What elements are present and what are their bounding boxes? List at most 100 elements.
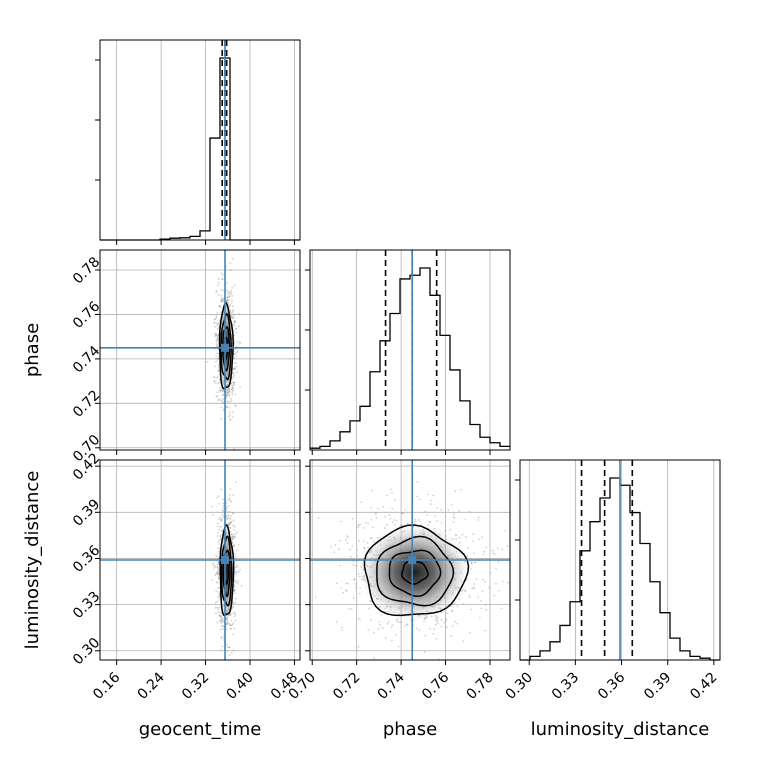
sample-point [303, 578, 305, 580]
sample-point [217, 294, 220, 296]
sample-point [414, 520, 417, 523]
sample-point [221, 274, 224, 276]
sample-point [215, 339, 218, 341]
sample-point [213, 380, 216, 383]
sample-point [374, 513, 377, 515]
panel-2d-geocent_time-luminosity_distance: 0.16 0.24 0.32 0.40 0.480.300.330.360.390.42 [70, 450, 301, 703]
sample-point [358, 539, 360, 542]
sample-point [440, 618, 443, 621]
sample-point [231, 294, 234, 297]
sample-point [363, 547, 366, 549]
sample-point [233, 353, 236, 356]
sample-point [443, 621, 446, 624]
sample-point [215, 355, 217, 358]
sample-point [228, 494, 231, 497]
sample-point [215, 344, 218, 347]
sample-point [352, 597, 355, 599]
sample-point [484, 581, 487, 583]
sample-point [233, 627, 236, 630]
sample-point [215, 360, 218, 363]
sample-point [216, 376, 219, 378]
sample-point [234, 536, 236, 539]
sample-point [233, 362, 236, 364]
sample-point [228, 390, 231, 393]
sample-point [220, 628, 222, 631]
sample-point [234, 579, 237, 582]
sample-point [231, 286, 233, 289]
sample-point [335, 621, 338, 623]
sample-point [226, 649, 229, 652]
sample-point [445, 626, 448, 629]
sample-point [436, 620, 439, 623]
sample-point [217, 366, 220, 369]
sample-point [220, 530, 223, 532]
sample-point [393, 523, 396, 526]
sample-point [217, 557, 220, 560]
sample-point [219, 305, 222, 308]
sample-point [394, 499, 397, 502]
sample-point [215, 289, 218, 292]
sample-point [386, 622, 389, 625]
sample-point [233, 612, 236, 615]
sample-point [402, 512, 404, 515]
sample-point [216, 563, 219, 566]
sample-point [215, 316, 218, 319]
sample-point [418, 629, 421, 632]
sample-point [330, 545, 333, 548]
sample-point [229, 418, 232, 421]
sample-point [383, 527, 386, 529]
sample-point [220, 272, 223, 275]
sample-point [377, 628, 380, 630]
sample-point [236, 341, 239, 343]
sample-point [217, 399, 220, 402]
sample-point [513, 590, 515, 592]
sample-point [429, 627, 431, 630]
sample-point [218, 614, 221, 617]
sample-point [215, 554, 217, 556]
sample-point [230, 520, 233, 523]
sample-point [231, 372, 234, 375]
sample-point [235, 566, 237, 569]
sample-point [228, 510, 231, 513]
sample-point [231, 533, 233, 536]
sample-point [384, 515, 387, 518]
sample-point [214, 606, 217, 609]
sample-point [218, 550, 221, 553]
sample-point [405, 623, 408, 625]
sample-point [234, 393, 237, 396]
sample-point [231, 387, 234, 390]
sample-point [216, 336, 219, 339]
sample-point [489, 571, 492, 574]
sample-point [219, 389, 222, 392]
sample-point [229, 623, 231, 626]
sample-point [234, 404, 237, 407]
sample-point [428, 521, 431, 524]
sample-point [217, 572, 220, 575]
sample-point [500, 607, 503, 610]
sample-point [357, 524, 359, 527]
truth-marker [408, 556, 417, 564]
sample-point [219, 611, 221, 614]
y-tick-label: 0.74 [70, 343, 103, 376]
sample-point [216, 395, 219, 398]
sample-point [222, 502, 225, 505]
sample-point [228, 393, 231, 396]
sample-point [426, 514, 429, 516]
sample-point [234, 573, 237, 576]
sample-point [231, 317, 234, 320]
sample-point [235, 549, 238, 552]
sample-point [221, 393, 224, 396]
panel-2d-phase-luminosity_distance: 0.70 0.72 0.74 0.76 0.78 [286, 459, 545, 703]
sample-point [340, 586, 343, 589]
sample-point [339, 539, 342, 542]
sample-point [237, 570, 240, 573]
sample-point [217, 531, 219, 534]
sample-point [370, 619, 373, 622]
sample-point [222, 408, 225, 411]
sample-point [217, 382, 220, 385]
axes-frame [99, 459, 301, 661]
sample-point [388, 514, 391, 516]
sample-point [433, 628, 435, 631]
sample-point [543, 639, 545, 641]
sample-point [228, 522, 231, 525]
